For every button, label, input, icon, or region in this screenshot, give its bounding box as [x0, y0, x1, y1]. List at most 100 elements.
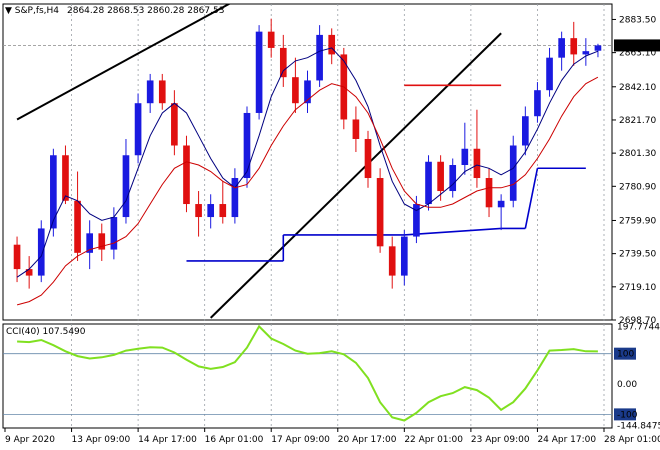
candle-body	[570, 38, 578, 55]
time-tick-label: 23 Apr 09:00	[471, 435, 530, 445]
candle-body	[134, 103, 142, 156]
price-tick-label: 2883.50	[619, 15, 656, 25]
candle-body	[449, 165, 457, 192]
candle-body	[219, 204, 227, 218]
candle-body	[376, 178, 384, 247]
candle-body	[158, 80, 166, 104]
candle-body	[255, 31, 263, 113]
candle-body	[243, 112, 251, 179]
time-tick-label: 22 Apr 01:00	[404, 435, 463, 445]
candle-body	[316, 34, 323, 81]
candle-body	[98, 233, 106, 250]
candle-body	[425, 161, 432, 205]
moving-averages	[16, 47, 599, 306]
candle-body	[62, 155, 69, 201]
time-tick-label: 20 Apr 17:00	[338, 435, 397, 445]
cci-line	[17, 324, 598, 422]
price-axis: 2883.50 2863.10 2842.10 2821.70 2801.30 2780.…	[612, 15, 660, 432]
candle-body	[388, 246, 396, 276]
cci-pane-border	[2, 323, 613, 429]
candle-body	[364, 138, 372, 179]
fast-moving-average-line	[16, 47, 599, 278]
cci-upper-level-label-box	[614, 347, 636, 360]
candle-body	[461, 148, 469, 166]
time-tick-label: 16 Apr 01:00	[205, 435, 264, 445]
level-lines	[186, 84, 586, 262]
cci-min-label: -144.8475	[617, 422, 660, 432]
trend-lines	[16, 4, 502, 319]
trend-line	[209, 32, 502, 319]
candle-body	[171, 103, 178, 146]
support-level-connector	[524, 168, 539, 229]
candle-body	[122, 155, 130, 218]
time-axis: 9 Apr 2020 13 Apr 09:00 14 Apr 17:00 16 Apr…	[4, 428, 660, 445]
time-tick-label: 28 Apr 01:00	[604, 435, 660, 445]
candle-body	[473, 148, 481, 179]
cci-zero-label: 0.00	[617, 380, 637, 390]
price-tick-label: 2698.70	[619, 316, 656, 326]
price-tick-label: 2759.90	[619, 216, 656, 226]
price-tick-label: 2719.10	[619, 283, 656, 293]
grid-lines	[3, 4, 612, 428]
candle-body	[231, 178, 239, 218]
candle-body	[195, 204, 202, 218]
price-tick-label: 2801.30	[619, 149, 656, 159]
candle-body	[497, 200, 505, 208]
candle-body	[485, 178, 493, 208]
candle-body	[413, 204, 420, 237]
candle-body	[25, 269, 33, 276]
candle-body	[352, 119, 360, 139]
main-price-pane	[2, 3, 613, 321]
candle-body	[594, 45, 602, 51]
cci-lower-level-label-box	[614, 408, 636, 421]
cci-upper-level-label: 100	[617, 350, 634, 360]
candle-body	[509, 145, 517, 201]
trend-line	[16, 4, 232, 121]
cci-label: CCI(40) 107.5490	[6, 327, 86, 337]
candle-body	[522, 116, 529, 146]
time-tick-label: 17 Apr 09:00	[271, 435, 330, 445]
chart-symbol-dropdown[interactable]: ▼ S&P,fs,H4	[5, 6, 59, 16]
main-pane-border	[2, 3, 613, 321]
price-tick-label: 2780.90	[619, 182, 656, 192]
candle-body	[582, 51, 590, 55]
cci-max-label: 197.7744	[617, 322, 660, 332]
ohlc-readout: 2864.28 2868.53 2860.28 2867.53	[67, 6, 224, 16]
candle-body	[37, 228, 45, 276]
time-tick-label: 13 Apr 09:00	[72, 435, 131, 445]
candle-body	[74, 200, 81, 253]
candle-body	[279, 47, 287, 78]
candle-body	[110, 217, 118, 250]
support-level-connector	[404, 227, 502, 236]
candle-body	[534, 90, 541, 117]
candle-body	[207, 204, 215, 218]
price-tick-label: 2739.50	[619, 250, 656, 260]
candle-body	[328, 34, 336, 55]
candle-body	[183, 145, 190, 205]
time-tick-label: 24 Apr 17:00	[537, 435, 596, 445]
candle-body	[13, 244, 21, 270]
candlesticks	[13, 18, 602, 289]
cci-line-group	[3, 324, 612, 422]
time-tick-label: 14 Apr 17:00	[138, 435, 197, 445]
price-tick-label: 2842.10	[619, 83, 656, 93]
candle-body	[558, 38, 565, 58]
candle-body	[86, 233, 93, 253]
cci-indicator-pane	[2, 323, 613, 429]
price-tick-label: 2821.70	[619, 116, 656, 126]
current-price-label: 2867.53	[618, 41, 655, 51]
candle-body	[267, 31, 275, 48]
current-price-box	[614, 39, 660, 52]
candle-body	[546, 57, 553, 91]
candle-body	[437, 161, 444, 192]
candle-body	[292, 77, 299, 104]
price-tick-label: 2863.10	[619, 49, 656, 59]
time-tick-label: 9 Apr 2020	[5, 435, 55, 445]
candle-body	[400, 236, 408, 276]
candle-body	[50, 155, 57, 229]
candle-body	[304, 80, 311, 104]
candle-body	[146, 80, 154, 104]
cci-lower-level-label: -100	[617, 410, 638, 420]
slow-moving-average-line	[16, 76, 599, 306]
